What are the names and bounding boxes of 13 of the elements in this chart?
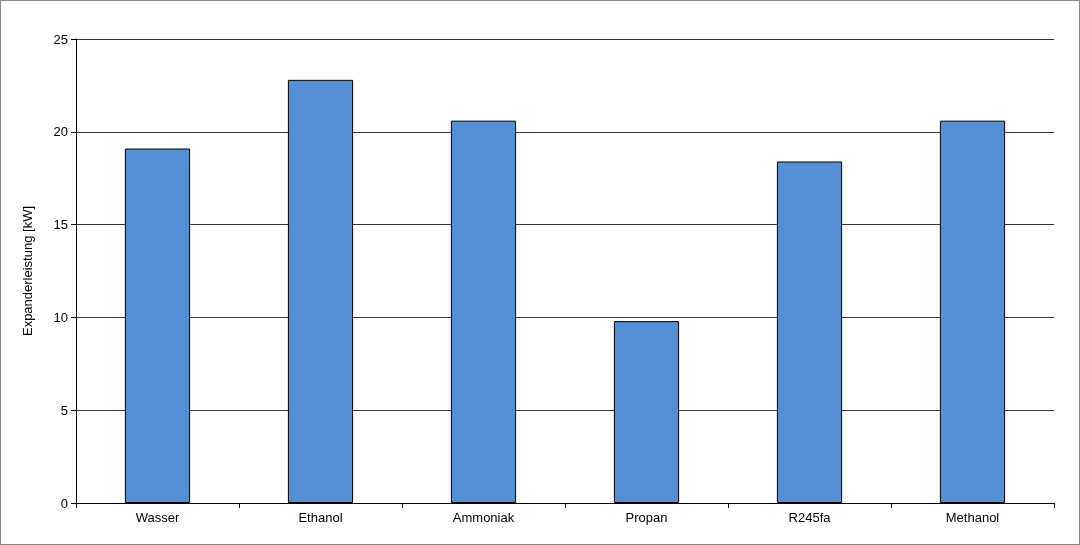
x-tick-label: Propan (625, 510, 668, 525)
y-tick-label: 0 (60, 495, 68, 511)
x-tick-label: Wasser (135, 510, 180, 525)
x-tick-label: R245fa (788, 510, 832, 525)
y-tick-label: 5 (60, 402, 68, 418)
x-tick-label: Ethanol (298, 510, 343, 525)
y-axis-title: Expanderleistung [kW] (20, 205, 35, 337)
y-tick-label: 10 (53, 309, 68, 325)
x-tick-label: Ammoniak (452, 510, 515, 525)
x-tick-label: Methanol (945, 510, 1000, 525)
y-tick-label: 25 (53, 31, 68, 47)
y-tick-label: 15 (53, 217, 68, 233)
y-tick-label: 20 (53, 124, 68, 140)
